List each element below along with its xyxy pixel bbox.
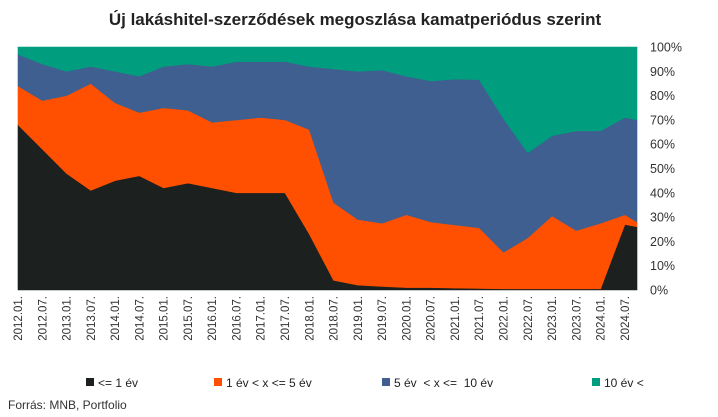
y-tick-label: 70% — [650, 113, 675, 127]
legend-swatch — [86, 378, 94, 386]
x-tick-label: 2019.01. — [353, 296, 365, 341]
y-tick-label: 10% — [650, 259, 675, 273]
legend-label: 5 év < x <= 10 év — [394, 376, 493, 390]
y-axis-ticks: 0% 10% 20% 30% 40% 50% 60% 70% 80% 90% 100% — [650, 41, 682, 298]
legend-label: 10 év < — [604, 376, 644, 390]
x-tick-label: 2020.01. — [401, 296, 413, 341]
legend-label: <= 1 év — [98, 376, 138, 390]
y-tick-label: 100% — [650, 41, 682, 55]
y-tick-label: 90% — [650, 65, 675, 79]
legend-label: 1 év < x <= 5 év — [226, 376, 312, 390]
x-tick-label: 2019.07. — [377, 296, 389, 341]
area-series-4 — [17, 46, 638, 154]
x-tick-label: 2017.01. — [256, 296, 268, 341]
x-tick-label: 2015.01. — [159, 296, 171, 341]
x-tick-label: 2015.07. — [183, 296, 195, 341]
y-tick-label: 50% — [650, 162, 675, 176]
chart-title: Új lakáshitel-szerződések megoszlása kam… — [109, 10, 602, 29]
legend-swatch — [592, 378, 600, 386]
x-tick-label: 2016.01. — [207, 296, 219, 341]
x-tick-label: 2012.01. — [13, 296, 25, 341]
x-tick-label: 2014.07. — [134, 296, 146, 341]
y-tick-label: 80% — [650, 89, 675, 103]
stacked-areas — [17, 46, 638, 291]
legend-swatch — [382, 378, 390, 386]
y-tick-label: 20% — [650, 235, 675, 249]
y-tick-label: 40% — [650, 186, 675, 200]
x-axis-ticks: 2012.01. 2012.07. 2013.01. 2013.07. 2014.01.… — [13, 296, 632, 341]
x-tick-label: 2023.07. — [571, 296, 583, 341]
legend: <= 1 év 1 év < x <= 5 év 5 év < x <= 10 év… — [86, 376, 644, 390]
x-tick-label: 2022.01. — [499, 296, 511, 341]
x-tick-label: 2023.01. — [547, 296, 559, 341]
x-tick-label: 2016.07. — [232, 296, 244, 341]
x-tick-label: 2020.07. — [426, 296, 438, 341]
x-tick-label: 2014.01. — [110, 296, 122, 341]
source-note: Forrás: MNB, Portfolio — [8, 398, 127, 412]
x-tick-label: 2024.07. — [620, 296, 632, 341]
x-tick-label: 2012.07. — [37, 296, 49, 341]
x-tick-label: 2013.07. — [86, 296, 98, 341]
x-tick-label: 2018.01. — [304, 296, 316, 341]
y-tick-label: 0% — [650, 284, 668, 298]
x-tick-label: 2022.07. — [523, 296, 535, 341]
y-tick-label: 60% — [650, 138, 675, 152]
x-tick-label: 2021.07. — [474, 296, 486, 341]
x-tick-label: 2018.07. — [329, 296, 341, 341]
y-tick-label: 30% — [650, 211, 675, 225]
x-tick-label: 2021.01. — [450, 296, 462, 341]
x-tick-label: 2013.01. — [62, 296, 74, 341]
x-tick-label: 2024.01. — [596, 296, 608, 341]
legend-swatch — [214, 378, 222, 386]
x-tick-label: 2017.07. — [280, 296, 292, 341]
